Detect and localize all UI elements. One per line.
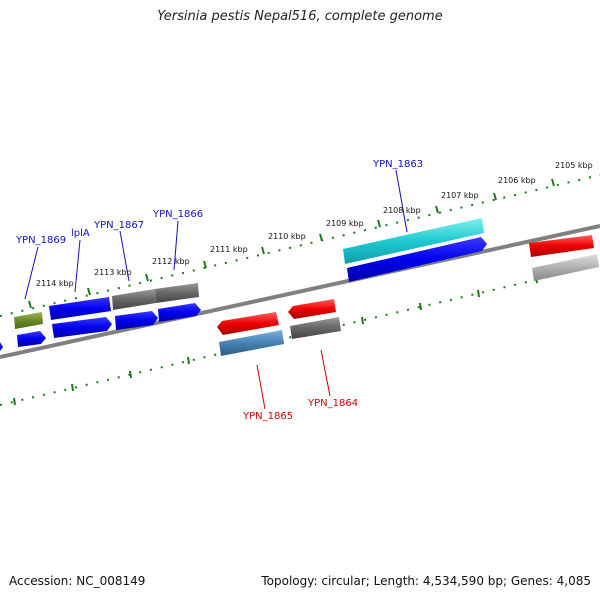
forward-major-ticks	[28, 178, 555, 309]
forward-features	[14, 218, 594, 329]
tick-label-2110: 2110 kbp	[268, 232, 306, 241]
tick-label-2105: 2105 kbp	[555, 161, 593, 170]
tick-label-2109: 2109 kbp	[326, 219, 364, 228]
tick-label-2113: 2113 kbp	[94, 268, 132, 277]
label-ypn-1867[interactable]: YPN_1867	[93, 220, 144, 231]
forward-tick-ruler	[0, 174, 600, 317]
cds-arrow-4[interactable]	[158, 303, 201, 322]
gene-ypn-1865-arrow[interactable]	[217, 312, 279, 335]
tick-label-2114: 2114 kbp	[36, 279, 74, 288]
label-leaders	[24, 169, 408, 410]
forward-cds-arrows	[0, 237, 487, 351]
gene-ypn-1869-box[interactable]	[14, 312, 43, 329]
label-ypn-1869[interactable]: YPN_1869	[15, 235, 66, 246]
cds-arrow-5[interactable]	[347, 237, 487, 282]
cds-arrow-3[interactable]	[115, 311, 158, 330]
label-ypn-1866[interactable]: YPN_1866	[152, 209, 203, 220]
gene-ypn-1863-box[interactable]	[343, 218, 484, 264]
cds-arrow-2[interactable]	[52, 317, 112, 338]
cds-ypn-1864-box[interactable]	[290, 317, 341, 339]
map-title: Yersinia pestis Nepal516, complete genom…	[157, 9, 443, 24]
cds-ypn-1865-box[interactable]	[219, 330, 284, 356]
tick-label-2106: 2106 kbp	[498, 176, 536, 185]
tick-label-2112: 2112 kbp	[152, 257, 190, 266]
label-lpla[interactable]: lplA	[71, 228, 90, 239]
cds-arrow-left-edge	[0, 342, 3, 351]
cds-right-forward-box[interactable]	[529, 235, 594, 257]
cds-arrow-1[interactable]	[17, 331, 46, 347]
gene-ypn-1866-box[interactable]	[155, 283, 199, 303]
gene-lpla-box[interactable]	[49, 297, 111, 320]
label-ypn-1864[interactable]: YPN_1864	[307, 398, 358, 409]
tick-label-2111: 2111 kbp	[210, 245, 248, 254]
genome-backbone	[0, 224, 600, 359]
gene-ypn-1864-arrow[interactable]	[288, 299, 336, 319]
accession-text: Accession: NC_008149	[9, 574, 146, 588]
reverse-features	[217, 254, 599, 356]
label-ypn-1863[interactable]: YPN_1863	[372, 159, 423, 170]
label-ypn-1865[interactable]: YPN_1865	[242, 411, 293, 422]
tick-label-2108: 2108 kbp	[383, 206, 421, 215]
topology-text: Topology: circular; Length: 4,534,590 bp…	[261, 574, 591, 588]
gene-ypn-1867-box[interactable]	[112, 289, 156, 310]
tick-label-2107: 2107 kbp	[441, 191, 479, 200]
cds-right-reverse-box[interactable]	[532, 254, 599, 281]
